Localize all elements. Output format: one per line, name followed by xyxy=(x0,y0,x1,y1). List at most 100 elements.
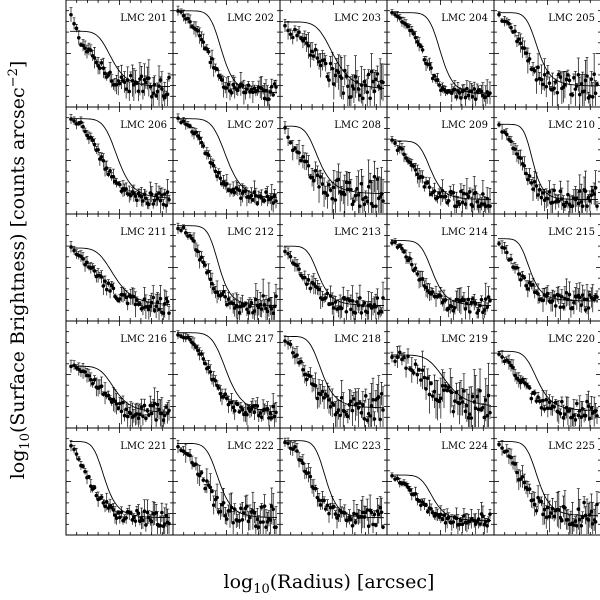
point-marker xyxy=(76,35,81,40)
data-point xyxy=(297,26,301,38)
data-point xyxy=(271,92,275,98)
point-marker xyxy=(524,171,528,176)
point-marker xyxy=(325,193,330,198)
data-point xyxy=(371,69,375,94)
point-marker xyxy=(322,58,326,62)
point-marker xyxy=(564,77,569,82)
data-point xyxy=(215,280,219,304)
point-marker xyxy=(199,255,204,260)
data-point xyxy=(151,77,156,106)
data-point xyxy=(167,72,171,82)
data-point xyxy=(332,170,336,205)
point-marker xyxy=(259,196,264,200)
point-marker xyxy=(583,78,588,83)
point-marker xyxy=(546,70,550,75)
point-marker xyxy=(90,265,95,270)
panel: LMC 204 xyxy=(386,0,495,108)
data-point xyxy=(497,121,501,128)
point-marker xyxy=(215,174,219,179)
data-point xyxy=(243,186,248,196)
point-marker xyxy=(245,87,249,91)
point-marker xyxy=(213,378,218,383)
point-marker xyxy=(286,28,290,33)
point-marker xyxy=(595,82,599,86)
point-marker xyxy=(124,87,128,91)
point-marker xyxy=(368,96,372,101)
point-marker xyxy=(352,199,356,204)
point-marker xyxy=(353,193,358,198)
point-marker xyxy=(85,49,89,54)
point-marker xyxy=(158,198,163,203)
data-point xyxy=(497,240,501,247)
data-point xyxy=(595,81,599,87)
point-marker xyxy=(475,200,479,204)
point-marker xyxy=(125,301,130,306)
point-marker xyxy=(390,10,394,15)
data-point xyxy=(361,175,365,213)
point-marker xyxy=(463,202,468,206)
point-marker xyxy=(593,185,598,190)
data-point xyxy=(119,64,124,90)
point-marker xyxy=(236,88,240,93)
data-point xyxy=(454,92,459,101)
point-marker xyxy=(99,384,104,389)
point-marker xyxy=(567,78,572,83)
point-marker xyxy=(225,86,229,90)
point-marker xyxy=(317,185,321,189)
point-marker xyxy=(509,139,513,144)
panel-label: LMC 215 xyxy=(548,227,595,238)
point-marker xyxy=(481,192,485,196)
point-marker xyxy=(527,57,532,61)
point-marker xyxy=(108,70,112,75)
data-point xyxy=(96,143,100,156)
point-marker xyxy=(304,282,309,286)
data-point xyxy=(223,179,228,190)
point-marker xyxy=(328,61,333,66)
point-marker xyxy=(132,83,136,87)
data-point xyxy=(303,30,307,46)
point-marker xyxy=(141,89,145,94)
point-marker xyxy=(328,294,333,298)
data-point xyxy=(76,30,81,45)
data-point xyxy=(366,159,371,213)
panel: LMC 205 xyxy=(493,0,600,108)
data-point xyxy=(583,60,588,101)
panel-label: LMC 209 xyxy=(441,120,488,131)
point-marker xyxy=(272,193,277,198)
point-marker xyxy=(90,381,95,386)
point-marker xyxy=(144,80,148,85)
point-marker xyxy=(353,74,358,79)
data-point xyxy=(176,5,180,16)
data-point xyxy=(211,159,216,172)
panel: LMC 210 xyxy=(493,106,600,215)
data-point xyxy=(332,68,336,100)
data-point xyxy=(375,65,380,82)
point-marker xyxy=(313,383,318,388)
point-marker xyxy=(381,199,385,203)
point-marker xyxy=(155,196,160,201)
point-marker xyxy=(152,198,157,203)
point-marker xyxy=(592,72,596,77)
panel: LMC 215 xyxy=(493,213,600,322)
point-marker xyxy=(470,94,475,99)
data-point xyxy=(346,172,350,206)
data-point xyxy=(435,73,440,87)
point-marker xyxy=(347,180,352,185)
point-marker xyxy=(576,72,581,77)
point-marker xyxy=(422,184,427,189)
point-marker xyxy=(358,296,362,300)
point-marker xyxy=(371,204,375,208)
point-marker xyxy=(485,90,489,94)
data-point xyxy=(411,30,416,37)
data-point xyxy=(541,78,545,90)
data-point xyxy=(346,65,350,106)
data-point xyxy=(114,74,119,95)
point-marker xyxy=(135,198,139,203)
data-point xyxy=(349,76,353,106)
point-marker xyxy=(179,228,183,233)
point-marker xyxy=(208,277,213,282)
panel-label: LMC 201 xyxy=(120,13,167,24)
point-marker xyxy=(72,119,76,123)
point-marker xyxy=(372,89,377,94)
